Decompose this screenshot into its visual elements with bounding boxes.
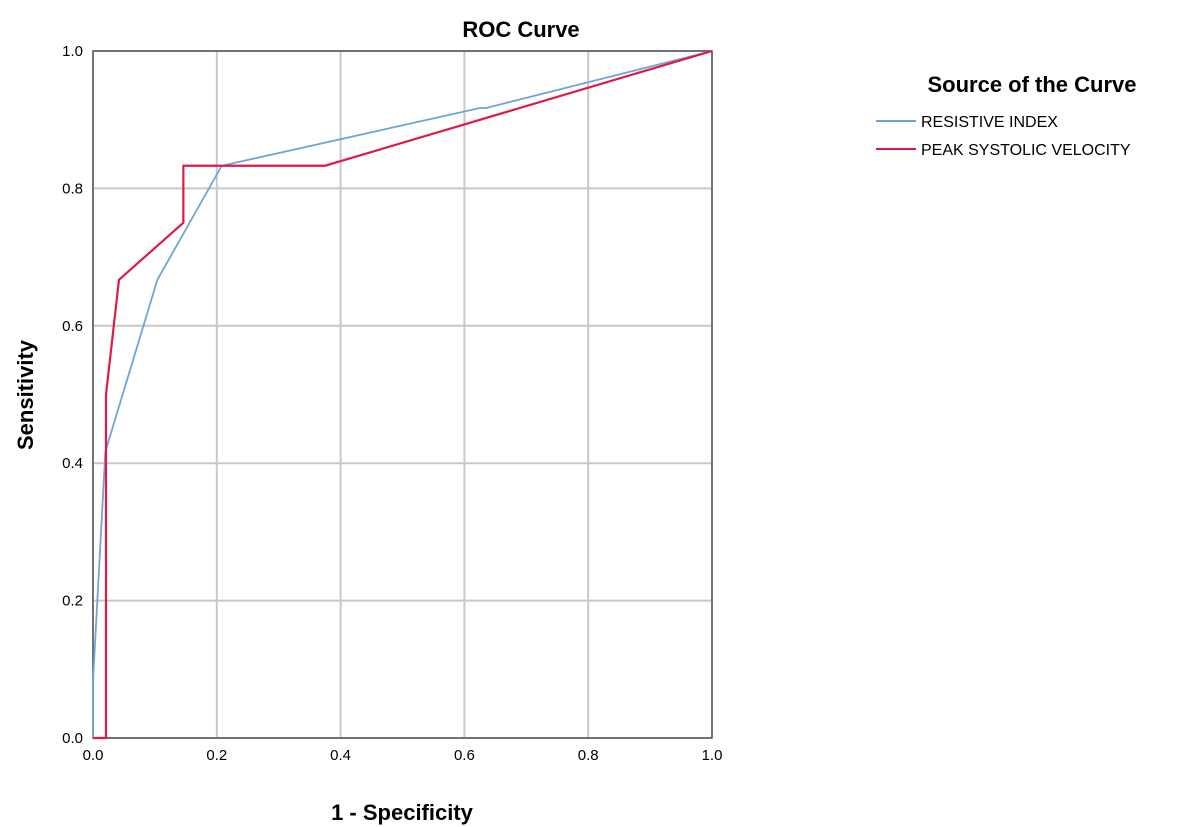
legend-label: PEAK SYSTOLIC VELOCITY [921,142,1131,159]
legend-title: Source of the Curve [927,72,1136,97]
x-tick-label: 1.0 [702,747,723,764]
series-line-peak-systolic-velocity [93,51,712,738]
legend-label: RESISTIVE INDEX [921,114,1058,131]
y-tick-label: 0.2 [62,593,83,610]
series-line-resistive-index [93,51,712,738]
x-tick-label: 0.8 [578,747,599,764]
y-axis-ticks: 0.0 0.2 0.4 0.6 0.8 1.0 [62,43,83,747]
legend-items: RESISTIVE INDEX PEAK SYSTOLIC VELOCITY [876,114,1131,159]
y-tick-label: 0.0 [62,730,83,747]
legend: Source of the Curve RESISTIVE INDEX PEAK … [876,72,1137,159]
series-layer [93,51,712,738]
y-tick-label: 0.4 [62,455,83,472]
y-tick-label: 0.6 [62,318,83,335]
x-tick-label: 0.2 [206,747,227,764]
chart-title: ROC Curve [462,17,579,42]
x-tick-label: 0.6 [454,747,475,764]
x-axis-ticks: 0.0 0.2 0.4 0.6 0.8 1.0 [83,747,723,764]
x-tick-label: 0.0 [83,747,104,764]
plot-frame [93,51,712,738]
y-axis-label: Sensitivity [13,339,38,450]
grid [93,51,712,738]
y-tick-label: 1.0 [62,43,83,60]
y-tick-label: 0.8 [62,180,83,197]
x-tick-label: 0.4 [330,747,351,764]
x-axis-label: 1 - Specificity [331,800,474,825]
